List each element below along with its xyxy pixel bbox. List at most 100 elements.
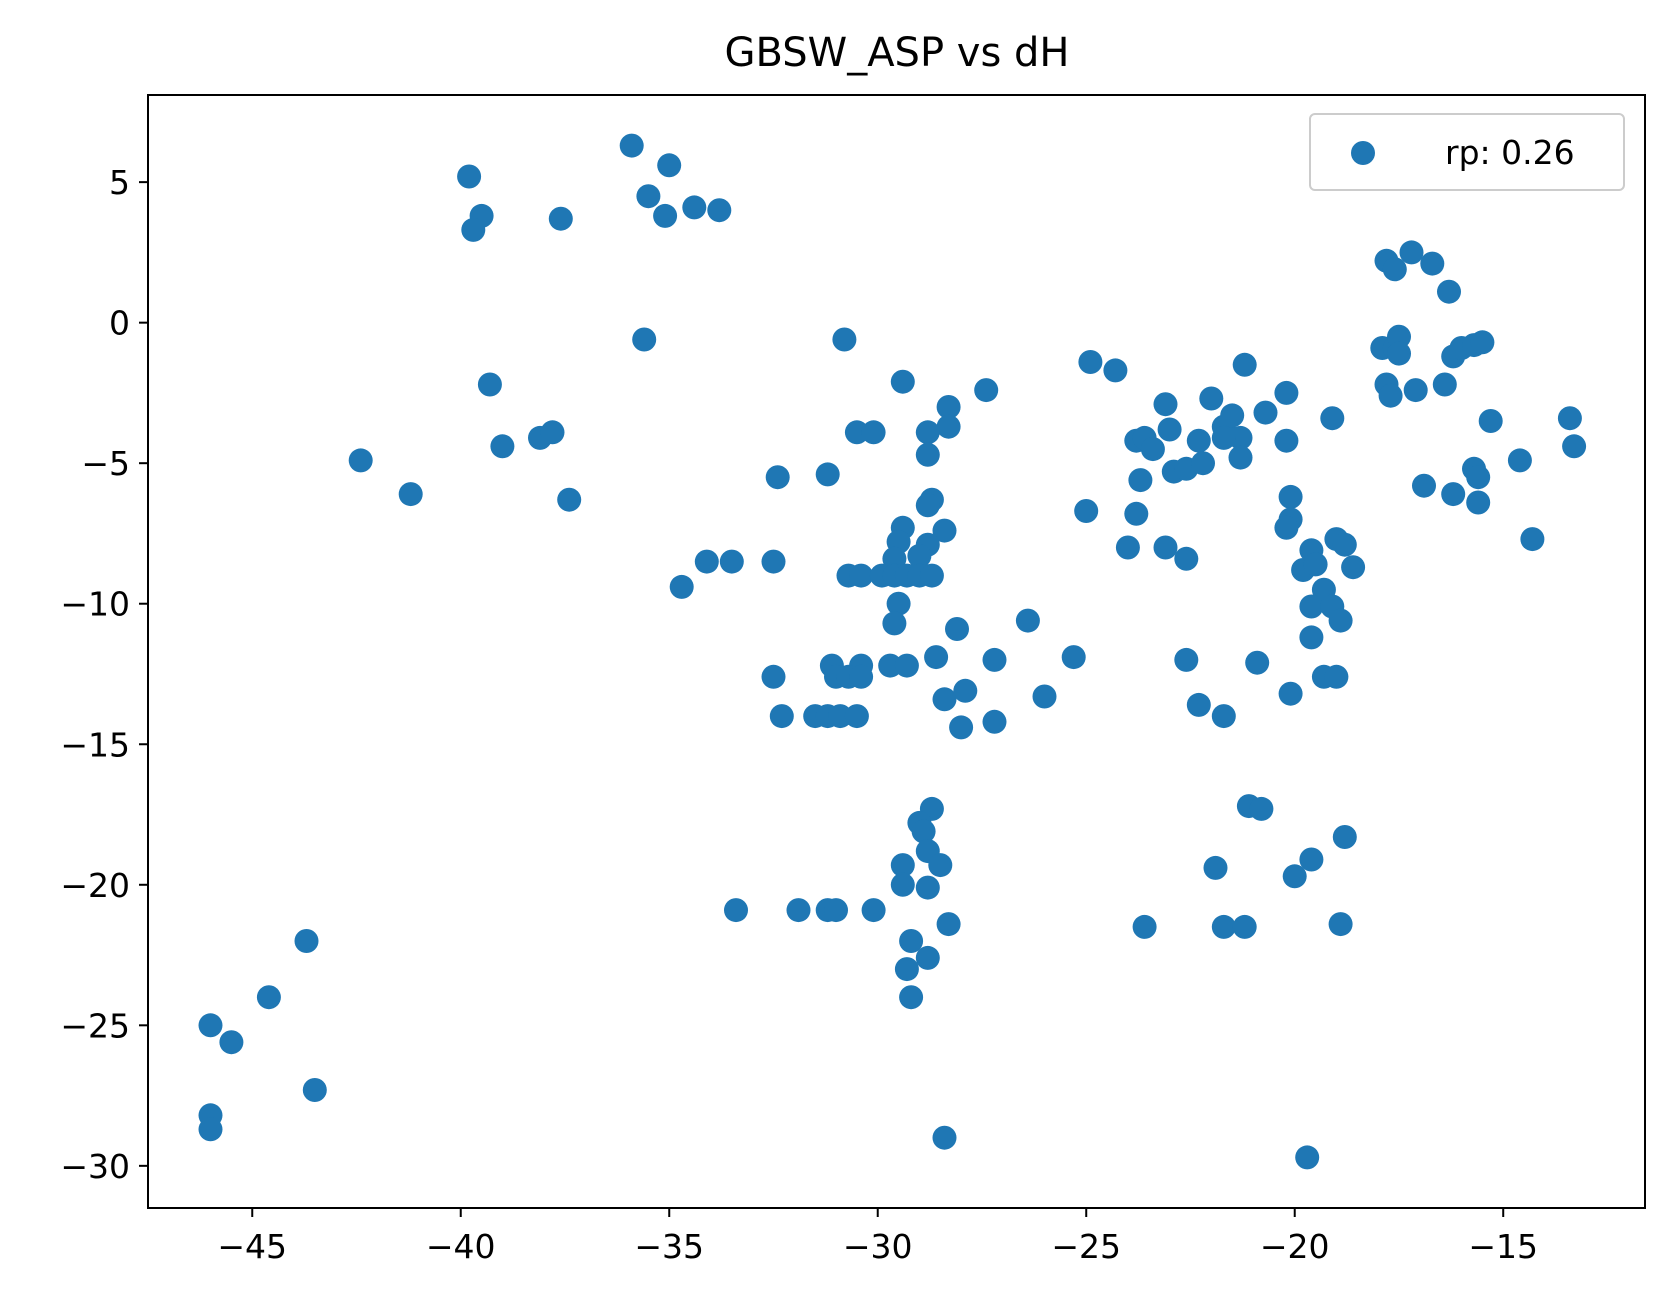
data-point <box>815 462 840 487</box>
data-point <box>1124 501 1149 526</box>
points-layer <box>198 133 1587 1170</box>
data-point <box>1140 437 1165 462</box>
data-point <box>1186 692 1211 717</box>
data-point <box>1324 664 1349 689</box>
data-point <box>348 448 373 473</box>
x-tick-label: −15 <box>1468 1227 1538 1266</box>
data-point <box>457 164 482 189</box>
legend-label: rp: 0.26 <box>1445 133 1575 172</box>
data-point <box>915 420 940 445</box>
data-point <box>882 611 907 636</box>
y-tick-label: −20 <box>60 866 130 905</box>
data-point <box>924 645 949 670</box>
data-point <box>1274 428 1299 453</box>
data-point <box>928 853 953 878</box>
data-point <box>1507 448 1532 473</box>
data-point <box>1299 847 1324 872</box>
data-point <box>632 327 657 352</box>
data-point <box>911 819 936 844</box>
data-point <box>1078 350 1103 374</box>
data-point <box>198 1013 223 1038</box>
data-point <box>1562 434 1587 459</box>
data-point <box>974 378 999 403</box>
data-point <box>1466 465 1491 490</box>
data-point <box>1466 490 1491 515</box>
data-point <box>878 653 903 678</box>
data-point <box>636 184 661 209</box>
data-point <box>1074 499 1099 523</box>
data-point <box>294 929 319 953</box>
data-point <box>982 709 1007 734</box>
data-point <box>1174 647 1199 672</box>
data-point <box>1186 428 1211 453</box>
x-tick-label: −30 <box>843 1227 913 1266</box>
y-tick-label: −10 <box>60 585 130 624</box>
data-point <box>919 563 944 588</box>
data-point <box>1432 372 1457 397</box>
data-point <box>1061 645 1086 670</box>
x-tick-label: −40 <box>426 1227 496 1266</box>
data-point <box>1103 358 1128 383</box>
data-point <box>219 1030 244 1055</box>
data-point <box>936 395 961 419</box>
data-point <box>899 985 924 1010</box>
data-point <box>1232 352 1257 377</box>
data-point <box>719 549 744 574</box>
data-point <box>198 1117 223 1142</box>
data-point <box>907 543 932 568</box>
data-point <box>1274 515 1299 540</box>
data-point <box>886 591 911 616</box>
data-point <box>932 518 957 543</box>
data-point <box>540 420 565 445</box>
data-point <box>490 434 515 459</box>
data-point <box>548 206 573 231</box>
data-point <box>1203 855 1228 880</box>
data-point <box>861 420 886 445</box>
y-tick-label: 0 <box>109 304 130 343</box>
data-point <box>724 898 748 923</box>
data-point <box>1437 279 1461 304</box>
data-point <box>1157 417 1182 442</box>
data-point <box>1470 330 1495 355</box>
data-point <box>915 945 940 970</box>
data-point <box>890 853 915 878</box>
data-point <box>915 442 940 467</box>
ticks-layer: −45 −40 −35 −30 −25 −20 −15 5 0 −5 −10 −15 −20 −25 −30 <box>60 163 1538 1266</box>
data-point <box>1199 386 1224 411</box>
y-tick-label: −25 <box>60 1006 130 1045</box>
data-point <box>1245 650 1270 675</box>
data-point <box>1557 406 1582 431</box>
data-point <box>477 372 502 397</box>
data-point <box>828 704 853 729</box>
x-tick-label: −35 <box>634 1227 704 1266</box>
data-point <box>1282 864 1307 889</box>
x-tick-label: −20 <box>1260 1227 1330 1266</box>
data-point <box>461 217 486 242</box>
data-point <box>786 898 811 923</box>
data-point <box>1520 527 1545 552</box>
data-point <box>769 704 794 729</box>
data-point <box>1478 409 1503 433</box>
data-point <box>707 198 732 223</box>
data-point <box>302 1078 327 1102</box>
data-point <box>1032 684 1057 709</box>
data-point <box>1299 594 1324 619</box>
data-point <box>1153 535 1178 560</box>
data-point <box>1320 406 1345 431</box>
data-point <box>1341 555 1366 580</box>
data-point <box>844 704 869 729</box>
y-tick-label: −5 <box>81 444 130 483</box>
data-point <box>832 327 857 352</box>
data-point <box>849 563 874 588</box>
data-point <box>899 929 924 953</box>
data-point <box>1328 608 1353 633</box>
data-point <box>1274 380 1299 405</box>
data-point <box>557 487 582 512</box>
data-point <box>982 647 1007 672</box>
data-point <box>682 195 707 220</box>
data-point <box>1299 625 1324 650</box>
data-point <box>1232 914 1257 939</box>
y-tick-label: −30 <box>60 1147 130 1186</box>
chart-title: GBSW_ASP vs dH <box>725 30 1070 76</box>
